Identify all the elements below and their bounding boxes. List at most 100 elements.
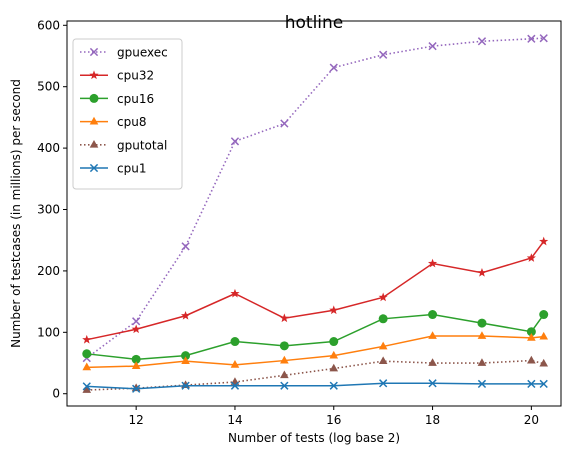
data-point-cpu8 <box>230 360 240 368</box>
legend-box <box>72 38 183 190</box>
data-point-cpu16 <box>279 341 289 351</box>
data-point-cpu8 <box>428 331 437 339</box>
series-line-cpu16 <box>86 313 545 361</box>
data-point-gpuexec <box>379 50 388 59</box>
data-point-gpuexec <box>230 137 240 146</box>
x-tick-label: 14 <box>227 413 242 427</box>
data-point-cpu1 <box>379 379 388 388</box>
data-point-cpu16 <box>378 314 388 324</box>
series-gpuexec <box>82 34 548 363</box>
legend-item-cpu8: cpu8 <box>80 115 146 129</box>
legend-label: cpu8 <box>117 115 146 129</box>
legend-item-cpu16: cpu16 <box>80 92 154 106</box>
data-point-gpuexec <box>527 34 536 43</box>
data-point-cpu1 <box>230 381 240 390</box>
data-point-cpu16 <box>539 310 549 320</box>
data-point-cpu16 <box>329 337 339 347</box>
data-point-gpuexec <box>280 119 289 128</box>
series-line-gpuexec <box>86 37 544 359</box>
y-axis-label: Number of testcases (in millions) per se… <box>9 79 23 348</box>
series-cpu16 <box>82 310 549 364</box>
data-point-cpu1 <box>82 382 91 391</box>
chart-title: hotline <box>285 13 344 33</box>
plot-frame <box>66 20 562 407</box>
data-point-cpu32 <box>539 236 549 246</box>
data-point-cpu16 <box>477 318 487 328</box>
data-point-cpu1 <box>181 381 190 390</box>
data-point-cpu32 <box>230 288 240 298</box>
legend-marker <box>89 70 99 80</box>
data-point-gpuexec <box>132 317 141 326</box>
y-tick-label: 600 <box>37 18 60 32</box>
data-point-cpu1 <box>329 381 338 390</box>
legend-marker <box>89 116 99 125</box>
x-tick-label: 18 <box>425 413 440 427</box>
data-point-cpu32 <box>82 334 92 344</box>
data-point-cpu32 <box>329 305 339 315</box>
data-point-cpu8 <box>539 331 549 340</box>
data-point-gpuexec <box>428 42 437 51</box>
data-point-gpuexec <box>329 63 338 72</box>
series-cpu1 <box>82 379 548 393</box>
data-point-cpu32 <box>427 258 438 268</box>
data-point-gputotal <box>329 363 339 372</box>
data-point-cpu32 <box>477 267 487 277</box>
y-tick-label: 400 <box>37 141 60 155</box>
legend-label: gputotal <box>117 138 167 152</box>
data-point-cpu1 <box>132 384 141 393</box>
y-tick-label: 500 <box>37 80 60 94</box>
data-point-gpuexec <box>477 37 487 46</box>
legend-label: cpu32 <box>117 69 154 83</box>
series-line-cpu32 <box>86 240 545 341</box>
data-point-gputotal <box>181 380 190 389</box>
x-tick-label: 16 <box>326 413 341 427</box>
data-point-gpuexec <box>181 242 190 251</box>
legend-item-gpuexec: gpuexec <box>80 46 168 60</box>
y-tick-label: 300 <box>37 203 60 217</box>
data-point-cpu32 <box>279 313 289 323</box>
x-tick-label: 12 <box>129 413 144 427</box>
data-point-cpu1 <box>539 379 548 389</box>
data-point-cpu16 <box>82 349 92 359</box>
data-point-gputotal <box>280 370 289 379</box>
data-point-cpu8 <box>329 350 339 359</box>
series-cpu32 <box>82 236 549 344</box>
series-line-cpu1 <box>86 382 544 390</box>
legend-item-cpu32: cpu32 <box>80 69 154 83</box>
legend-item-cpu1: cpu1 <box>80 162 146 176</box>
data-point-cpu1 <box>477 379 487 389</box>
data-point-gputotal <box>82 385 92 393</box>
data-point-cpu16 <box>230 337 240 347</box>
legend-marker <box>89 93 99 103</box>
data-point-cpu32 <box>526 253 536 262</box>
y-axis: 0 100 200 300 400 500 600 <box>37 18 67 401</box>
series-cpu8 <box>82 331 549 371</box>
y-tick-label: 100 <box>37 325 60 339</box>
data-point-gputotal <box>527 355 536 364</box>
data-point-cpu8 <box>527 333 536 341</box>
legend-label: cpu1 <box>117 162 146 176</box>
x-axis: 12 14 16 18 20 <box>129 406 539 427</box>
data-point-cpu8 <box>181 356 190 365</box>
data-point-cpu8 <box>280 355 289 364</box>
data-point-cpu16 <box>526 327 536 337</box>
legend-marker <box>89 47 99 57</box>
data-point-gputotal <box>378 356 388 365</box>
series-line-cpu8 <box>86 335 544 369</box>
x-tick-label: 20 <box>524 413 539 427</box>
legend-label: gpuexec <box>117 46 168 60</box>
plot-area <box>82 34 549 393</box>
legend: gpuexec cpu32 cpu16 cpu8 gputotal cpu1 <box>72 38 183 190</box>
data-point-cpu16 <box>428 310 438 320</box>
data-point-gputotal <box>428 358 437 366</box>
data-point-cpu8 <box>378 341 388 350</box>
data-point-cpu8 <box>82 362 92 371</box>
data-point-cpu8 <box>131 361 141 369</box>
data-point-gputotal <box>477 358 487 366</box>
y-tick-label: 200 <box>37 264 60 278</box>
data-point-gputotal <box>539 358 549 367</box>
data-point-cpu16 <box>181 351 191 361</box>
data-point-cpu32 <box>180 310 191 320</box>
data-point-gpuexec <box>539 34 548 43</box>
